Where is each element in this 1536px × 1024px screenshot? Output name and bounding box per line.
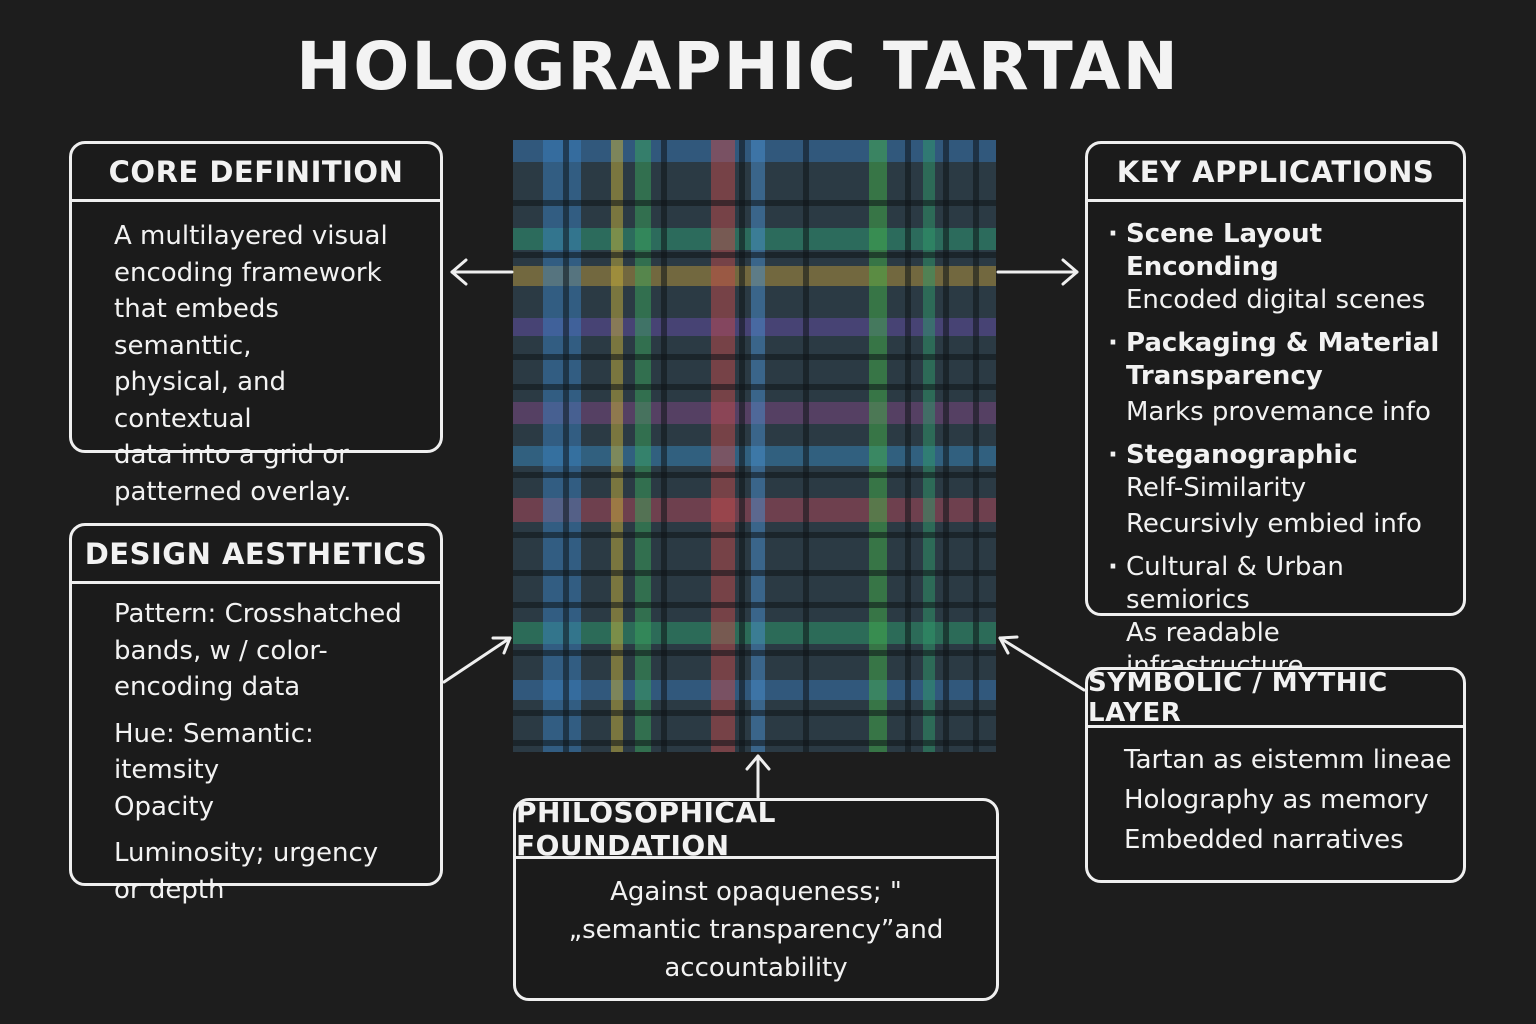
philosophy-line: Against opaqueness; " [610,877,902,907]
symbolic-line: Embedded narratives [1124,825,1404,855]
tartan-dark-line [739,140,745,752]
design-line: or depth [114,874,225,905]
holographic-tartan-pattern [513,140,996,752]
application-item: · Steganographic Relf-Similarity Recursi… [1108,439,1455,541]
tartan-vertical-band [635,140,651,752]
application-title: Steganographic [1126,440,1358,470]
key-applications-body: · Scene Layout Enconding Encoded digital… [1088,202,1463,683]
tartan-dark-line [563,140,569,752]
core-line: encoding framework [114,257,382,288]
arrow-from-philosophical-foundation [745,754,771,799]
bullet-icon: · [1108,328,1118,358]
application-desc: Relf-Similarity [1126,473,1307,503]
design-aesthetics-heading: DESIGN AESTHETICS [72,526,440,584]
philosophical-foundation-box: PHILOSOPHICAL FOUNDATION Against opaquen… [513,796,999,1001]
philosophy-line: accountability [664,953,848,983]
application-item: · Cultural & Urban semiorics As readable… [1108,551,1455,683]
application-desc: Encoded digital scenes [1126,285,1426,315]
symbolic-mythic-box: SYMBOLIC / MYTHIC LAYER Tartan as eistem… [1085,667,1466,883]
design-aesthetics-box: DESIGN AESTHETICS Pattern: Crosshatched … [69,523,443,905]
diagram-title: HOLOGRAPHIC TARTAN [296,28,1180,105]
application-title: Packaging & Material [1126,328,1440,358]
application-desc: Cultural & Urban semiorics [1126,552,1344,615]
arrow-from-symbolic-layer [998,635,1086,692]
tartan-dark-line [513,740,996,746]
symbolic-line: Holography as memory [1124,785,1429,815]
tartan-dark-line [513,602,996,608]
design-line: bands, w / color- [114,635,328,666]
tartan-dark-line [905,140,911,752]
design-line: Hue: Semantic: itemsity [114,718,314,786]
tartan-vertical-band [923,140,935,752]
core-definition-body: A multilayered visual encoding framework… [72,202,440,510]
core-line: data into a grid or [114,440,349,470]
philosophical-foundation-heading: PHILOSOPHICAL FOUNDATION [516,796,996,862]
design-line: Luminosity; urgency [114,838,379,868]
tartan-dark-line [513,252,996,258]
design-paragraph: Luminosity; urgency or depth [114,835,418,908]
tartan-dark-line [513,472,996,478]
tartan-vertical-band [751,140,765,752]
symbolic-mythic-body: Tartan as eistemm lineae Holography as m… [1088,728,1463,860]
design-aesthetics-body: Pattern: Crosshatched bands, w / color- … [72,584,440,908]
design-paragraph: Pattern: Crosshatched bands, w / color- … [114,596,418,706]
philosophy-line: „semantic transparency”and [568,915,944,945]
arrow-to-key-applications [996,258,1079,286]
key-applications-box: KEY APPLICATIONS · Scene Layout Encondin… [1085,141,1466,681]
tartan-dark-line [973,140,979,752]
philosophical-foundation-body: Against opaqueness; " „semantic transpar… [516,859,996,987]
bullet-icon: · [1108,440,1118,470]
application-desc: Marks provemance info [1126,397,1431,427]
bullet-icon: · [1108,219,1118,249]
tartan-vertical-band [711,140,735,752]
application-item: · Packaging & Material Transparency Mark… [1108,327,1455,429]
design-line: Pattern: Crosshatched [114,599,402,629]
design-line: Opacity [114,791,215,822]
application-desc: As readable infrastructure [1126,618,1304,681]
tartan-vertical-band [611,140,623,752]
core-definition-heading: CORE DEFINITION [72,144,440,202]
application-desc: Recursivly embied info [1126,509,1422,539]
bullet-icon: · [1108,552,1118,582]
tartan-dark-line [513,384,996,390]
tartan-dark-line [513,570,996,576]
core-line: that embeds semanttic, [114,294,279,361]
application-item: · Scene Layout Enconding Encoded digital… [1108,218,1455,317]
application-title: Scene Layout Enconding [1126,219,1323,282]
application-title: Transparency [1126,361,1323,391]
tartan-dark-lines [513,140,996,752]
tartan-dark-line [513,200,996,206]
tartan-vertical-band [543,140,581,752]
tartan-dark-line [513,354,996,360]
tartan-dark-line [513,710,996,716]
core-definition-box: CORE DEFINITION A multilayered visual en… [69,141,443,507]
core-line: A multilayered visual [114,221,388,251]
symbolic-line: Tartan as eistemm lineae [1124,745,1452,775]
tartan-dark-line [803,140,809,752]
arrow-from-design-aesthetics [442,636,512,684]
key-applications-heading: KEY APPLICATIONS [1088,144,1463,202]
tartan-dark-line [513,532,996,538]
core-line: patterned overlay. [114,476,352,507]
arrow-to-core-definition [450,258,514,286]
symbolic-mythic-heading: SYMBOLIC / MYTHIC LAYER [1088,668,1463,728]
design-line: encoding data [114,672,301,702]
tartan-dark-line [661,140,667,752]
tartan-vertical-band [869,140,887,752]
core-line: physical, and contextual [114,367,287,434]
tartan-dark-line [513,650,996,656]
tartan-dark-line [943,140,949,752]
design-paragraph: Hue: Semantic: itemsity Opacity [114,716,418,826]
